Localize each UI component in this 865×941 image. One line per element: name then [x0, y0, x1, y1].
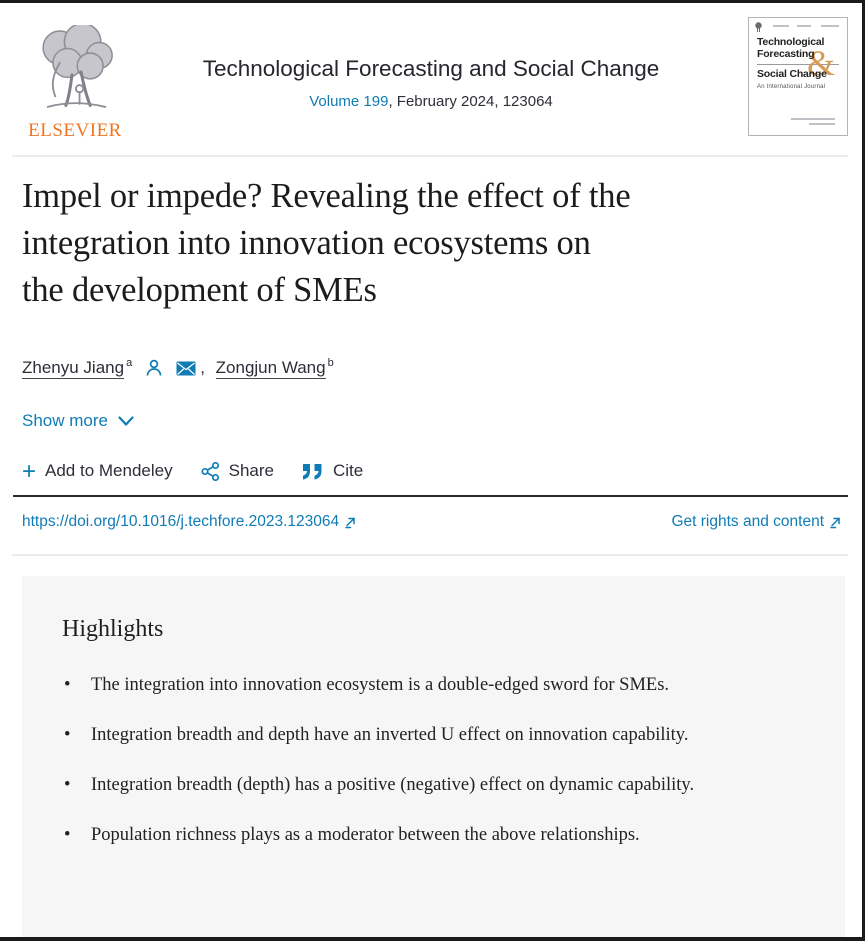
add-to-mendeley-label: Add to Mendeley: [45, 461, 173, 480]
elsevier-wordmark: ELSEVIER: [28, 120, 122, 141]
doi-text: https://doi.org/10.1016/j.techfore.2023.…: [22, 513, 340, 530]
share-button[interactable]: Share: [201, 461, 274, 481]
article-title-line: Impel or impede? Revealing the effect of…: [22, 177, 631, 215]
author-separator: ,: [200, 358, 210, 377]
journal-header: Technological Forecasting and Social Cha…: [135, 56, 727, 110]
header-divider: [12, 155, 848, 157]
cover-fineprint-bar: [809, 123, 835, 125]
share-label: Share: [228, 461, 274, 480]
cite-quote-icon: [302, 463, 322, 480]
cover-fineprint-bar: [773, 25, 789, 27]
cover-title-line3: Social Change: [757, 68, 827, 80]
show-more-button[interactable]: Show more: [22, 411, 134, 431]
highlight-text: Population richness plays as a moderator…: [91, 825, 640, 845]
doi-row: https://doi.org/10.1016/j.techfore.2023.…: [22, 513, 842, 531]
elsevier-logo[interactable]: ELSEVIER: [22, 22, 128, 142]
cover-rule: [757, 64, 839, 65]
article-title: Impel or impede? Revealing the effect of…: [22, 173, 840, 314]
highlight-text: The integration into innovation ecosyste…: [91, 675, 670, 695]
add-to-mendeley-button[interactable]: + Add to Mendeley: [22, 457, 173, 485]
action-bar: + Add to Mendeley Share Cite: [22, 457, 363, 485]
share-icon: [201, 461, 219, 481]
author-affiliation-sup: a: [126, 357, 133, 369]
cover-fineprint-bar: [821, 25, 839, 27]
author-name[interactable]: Zhenyu Jiang: [22, 358, 125, 379]
highlight-item: • Population richness plays as a moderat…: [62, 819, 744, 852]
external-link-icon: [345, 517, 355, 528]
cover-title-line2: Forecasting: [757, 48, 815, 60]
author-list: Zhenyu Jiang a , Zongjun Wang b: [22, 357, 334, 379]
bullet-dot: •: [64, 675, 71, 695]
elsevier-tree-icon: [42, 22, 113, 108]
action-bar-divider: [13, 495, 848, 497]
cover-logo-mark: [755, 22, 762, 32]
highlight-item: • The integration into innovation ecosys…: [62, 669, 744, 702]
author-name[interactable]: Zongjun Wang: [215, 358, 326, 379]
cover-subtitle: An International Journal: [757, 84, 826, 90]
author-link-1[interactable]: Zhenyu Jiang a: [22, 357, 133, 379]
highlight-text: Integration breadth (depth) has a positi…: [91, 775, 695, 795]
author-link-2[interactable]: Zongjun Wang b: [215, 357, 334, 379]
cover-fineprint-bar: [797, 25, 811, 27]
volume-link[interactable]: Volume 199: [309, 93, 389, 110]
external-link-icon: [830, 517, 840, 528]
highlights-list: • The integration into innovation ecosys…: [62, 669, 805, 852]
article-title-line: the development of SMEs: [22, 271, 377, 309]
bullet-dot: •: [64, 775, 71, 795]
get-rights-text: Get rights and content: [671, 513, 824, 530]
cite-button[interactable]: Cite: [302, 461, 363, 481]
cover-title-line1: Technological: [757, 36, 825, 48]
show-more-label: Show more: [22, 411, 108, 430]
cover-fineprint-bar: [791, 118, 835, 120]
author-affiliation-sup: b: [327, 357, 334, 369]
highlight-item: • Integration breadth (depth) has a posi…: [62, 769, 744, 802]
cover-ampersand: &: [806, 43, 835, 83]
bullet-dot: •: [64, 725, 71, 745]
article-title-line: integration into innovation ecosystems o…: [22, 224, 591, 262]
chevron-down-icon: [118, 415, 134, 426]
doi-link[interactable]: https://doi.org/10.1016/j.techfore.2023.…: [22, 513, 357, 531]
issue-info: , February 2024, 123064: [388, 93, 553, 110]
highlight-text: Integration breadth and depth have an in…: [91, 725, 689, 745]
cite-label: Cite: [332, 461, 364, 480]
email-author-icon[interactable]: [176, 361, 196, 376]
journal-title-link[interactable]: Technological Forecasting and Social Cha…: [202, 56, 660, 81]
journal-cover-thumbnail[interactable]: & Technological Forecasting Social Chang…: [748, 17, 848, 136]
bullet-dot: •: [64, 825, 71, 845]
plus-icon: +: [22, 457, 37, 485]
get-rights-link[interactable]: Get rights and content: [671, 513, 842, 531]
volume-issue-line: Volume 199, February 2024, 123064: [135, 93, 727, 110]
doi-divider: [12, 554, 848, 556]
highlight-item: • Integration breadth and depth have an …: [62, 719, 744, 752]
author-profile-icon[interactable]: [144, 358, 164, 378]
highlights-heading: Highlights: [62, 616, 164, 642]
highlights-section: Highlights • The integration into innova…: [22, 576, 845, 937]
